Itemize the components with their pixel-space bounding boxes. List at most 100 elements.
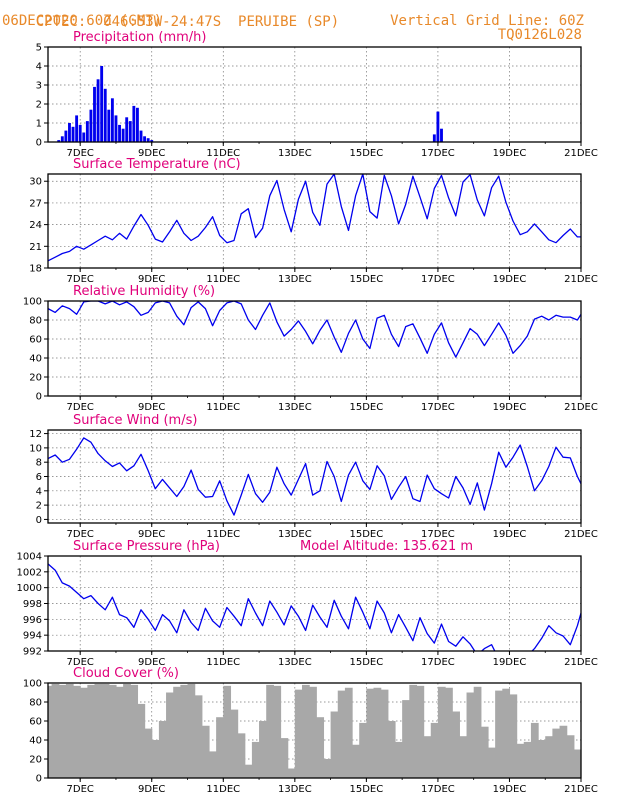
precip-bar <box>100 66 104 142</box>
cloud-area-bar <box>509 694 518 778</box>
cloud-area-bar <box>287 768 296 778</box>
cloud-area-bar <box>251 741 260 778</box>
pressure-panel: 7DEC 9DEC 11DEC 13DEC 15DEC 17DEC 19DEC 21DEC 99… <box>17 539 598 668</box>
pressure-series <box>48 563 581 651</box>
cloud-area-bar <box>123 683 131 778</box>
cloud-area-bar <box>323 759 332 778</box>
cloud-area-bar <box>216 717 224 778</box>
wind-line <box>48 437 581 516</box>
precip-xtick-label: 17DEC <box>421 148 455 159</box>
precip-bar <box>68 123 71 142</box>
cloud-area-bar <box>201 725 210 778</box>
humidity-title: Relative Humidity (%) <box>73 284 215 299</box>
cloud-ytick-label: 80 <box>29 698 42 709</box>
cloud-area-bar <box>480 726 489 778</box>
pressure-line <box>48 563 581 651</box>
pressure-xtick-label: 17DEC <box>421 657 455 668</box>
precip-bar <box>57 140 61 142</box>
precip-bar <box>432 134 436 142</box>
pressure-xtick-label: 11DEC <box>206 657 240 668</box>
precip-bar <box>85 121 89 142</box>
header-model-code: TQ0126L028 <box>497 27 582 43</box>
temp-xtick-label: 15DEC <box>350 274 384 285</box>
humidity-xtick-label: 21DEC <box>564 402 598 413</box>
cloud-area-bar <box>459 736 468 778</box>
cloud-area-bar <box>259 721 267 778</box>
wind-xtick-label: 15DEC <box>350 529 384 540</box>
temp-ytick-label: 18 <box>29 264 42 275</box>
cloud-area-bar <box>437 686 446 778</box>
cloud-area-bar <box>344 687 353 778</box>
cloud-area-bar <box>51 683 60 778</box>
wind-ytick-label: 12 <box>29 429 42 440</box>
precip-bar <box>103 88 107 142</box>
cloud-area-bar <box>523 741 532 778</box>
pressure-frame <box>47 555 582 652</box>
cloud-area-bar <box>577 751 581 778</box>
precip-bar <box>128 121 132 142</box>
humidity-ytick-label: 20 <box>29 373 42 384</box>
cloud-series <box>48 683 581 778</box>
cloud-area-bar <box>445 687 453 778</box>
precip-title: Precipitation (mm/h) <box>73 30 206 45</box>
temp-ytick-label: 30 <box>29 177 42 188</box>
humidity-xtick-label: 7DEC <box>67 402 94 413</box>
cloud-area-bar <box>387 721 396 778</box>
temp-ytick-label: 24 <box>29 220 42 231</box>
cloud-area-bar <box>273 685 282 778</box>
cloud-area-bar <box>373 687 382 778</box>
cloud-xtick-label: 21DEC <box>564 784 598 795</box>
precip-bar <box>146 138 150 142</box>
cloud-area-bar <box>58 684 67 778</box>
cloud-area-bar <box>108 684 117 778</box>
cloud-xtick-label: 19DEC <box>493 784 527 795</box>
precip-ytick-label: 2 <box>36 100 42 111</box>
precip-bar <box>82 132 86 142</box>
cloud-area-bar <box>538 740 546 778</box>
cloud-area-bar <box>380 689 389 778</box>
cloud-area-bar <box>337 690 346 778</box>
pressure-ytick-label: 1004 <box>17 552 42 563</box>
cloud-area-bar <box>402 700 410 778</box>
cloud-area-bar <box>452 711 460 778</box>
cloud-area-bar <box>73 685 81 778</box>
cloud-area-bar <box>294 689 303 778</box>
cloud-xtick-label: 9DEC <box>138 784 165 795</box>
precip-bar <box>125 117 129 142</box>
cloud-area-bar <box>559 725 568 778</box>
cloud-ytick-label: 0 <box>36 774 42 785</box>
temp-line <box>48 174 581 262</box>
cloud-area-bar <box>466 692 475 778</box>
cloud-area-bar <box>309 686 317 778</box>
cloud-area-bar <box>208 751 217 778</box>
precip-bar <box>89 109 93 142</box>
humidity-ytick-label: 100 <box>23 297 42 308</box>
pressure-ytick-label: 1002 <box>17 567 42 578</box>
wind-xtick-label: 21DEC <box>564 529 598 540</box>
humidity-line <box>48 301 581 358</box>
temp-frame <box>47 173 582 269</box>
precip-bar <box>121 128 125 142</box>
precip-bar <box>71 126 75 142</box>
pressure-ytick-label: 1000 <box>17 583 42 594</box>
precip-bar <box>150 140 154 142</box>
pressure-ytick-label: 992 <box>23 647 42 658</box>
temp-series <box>48 174 581 262</box>
precip-bar <box>143 136 147 142</box>
pressure-xtick-label: 13DEC <box>278 657 312 668</box>
pressure-xtick-label: 21DEC <box>564 657 598 668</box>
precip-ytick-label: 0 <box>36 138 42 149</box>
cloud-area-bar <box>366 688 375 778</box>
humidity-xtick-label: 19DEC <box>493 402 527 413</box>
humidity-ytick-label: 80 <box>29 316 42 327</box>
wind-ytick-label: 4 <box>36 486 42 497</box>
cloud-area-bar <box>87 684 96 778</box>
temp-title: Surface Temperature (nC) <box>73 157 241 172</box>
temp-ytick-label: 27 <box>29 198 42 209</box>
precip-bar <box>110 98 114 142</box>
pressure-xtick-label: 15DEC <box>350 657 384 668</box>
wind-xtick-label: 7DEC <box>67 529 94 540</box>
cloud-area-bar <box>158 721 167 778</box>
humidity-xtick-label: 9DEC <box>138 402 165 413</box>
cloud-area-bar <box>266 684 274 778</box>
